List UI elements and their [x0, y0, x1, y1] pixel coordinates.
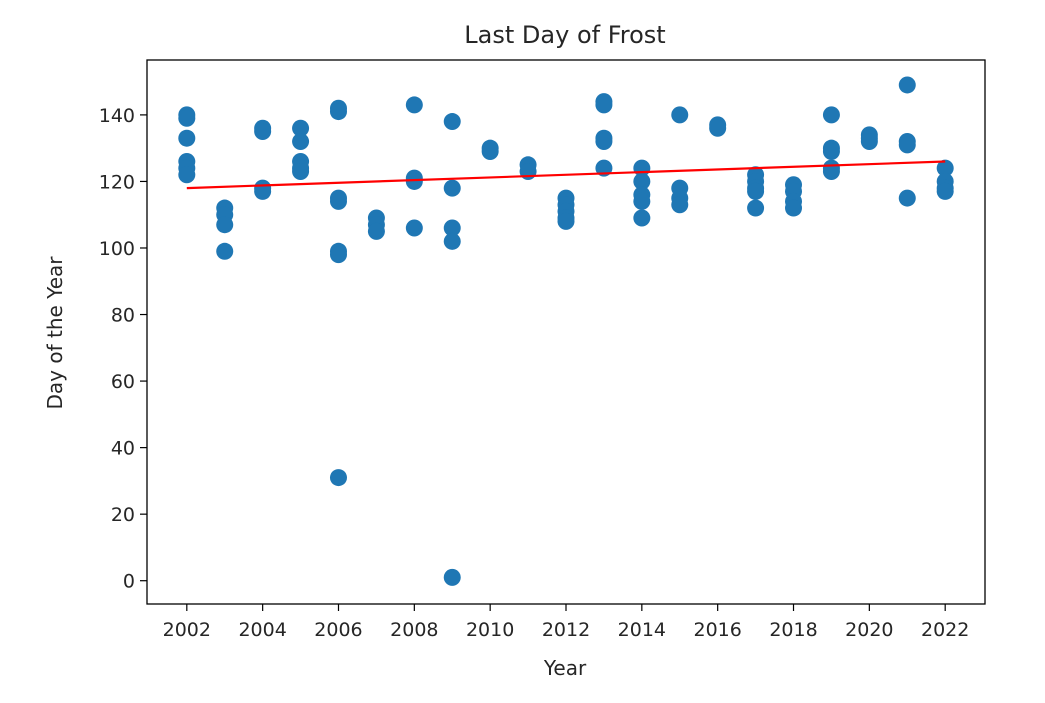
y-tick-label-0: 0	[123, 571, 135, 593]
data-point-20	[329, 103, 347, 121]
trend-line	[186, 160, 946, 190]
data-point-62	[709, 119, 727, 137]
data-point-67	[747, 199, 765, 217]
plot-area: 2002 2004 2006 2008 2010 2012 2014 2016 2018 2020…	[99, 59, 986, 641]
data-point-34	[443, 179, 461, 197]
data-point-5	[178, 166, 196, 184]
data-point-29	[405, 96, 423, 114]
data-point-39	[481, 143, 499, 160]
data-point-72	[822, 106, 840, 124]
data-point-83	[898, 189, 916, 207]
y-tick-label-80: 80	[111, 305, 135, 327]
data-point-1	[178, 109, 196, 127]
x-tick-label-2016: 2016	[693, 619, 741, 641]
data-point-37	[443, 568, 461, 586]
x-tick-label-2014: 2014	[618, 619, 666, 641]
data-point-14	[292, 119, 310, 137]
y-axis-label: Day of the Year	[43, 256, 67, 410]
data-point-36	[443, 232, 461, 250]
x-tick-label-2008: 2008	[390, 619, 438, 641]
x-tick-label-2022: 2022	[921, 619, 969, 641]
data-point-55	[633, 192, 651, 210]
x-axis-label: Year	[543, 656, 587, 680]
data-point-53	[633, 172, 651, 190]
axes-frame	[146, 59, 986, 605]
data-point-56	[633, 209, 651, 227]
data-point-50	[595, 133, 613, 151]
data-point-33	[443, 113, 461, 131]
data-point-2	[178, 129, 196, 147]
chart-title: Last Day of Frost	[464, 21, 665, 49]
data-point-9	[216, 242, 234, 260]
data-point-25	[329, 469, 347, 487]
data-point-15	[292, 133, 310, 151]
data-point-24	[329, 246, 347, 264]
y-tick-label-100: 100	[99, 238, 135, 260]
y-tick-label-140: 140	[99, 105, 135, 127]
data-point-18	[292, 162, 310, 180]
x-tick-label-2018: 2018	[769, 619, 817, 641]
x-tick-label-2012: 2012	[542, 619, 590, 641]
x-tick-label-2004: 2004	[238, 619, 286, 641]
data-point-76	[822, 162, 840, 180]
data-point-48	[595, 96, 613, 114]
data-point-11	[254, 123, 272, 141]
data-point-66	[747, 182, 765, 200]
data-point-22	[329, 192, 347, 210]
y-tick-label-60: 60	[111, 371, 135, 393]
data-point-71	[785, 199, 803, 217]
y-tick-label-20: 20	[111, 504, 135, 526]
data-point-13	[254, 182, 272, 200]
x-tick-label-2020: 2020	[845, 619, 893, 641]
data-point-28	[367, 222, 385, 240]
data-point-79	[860, 133, 878, 151]
data-point-46	[557, 212, 575, 230]
x-tick-label-2002: 2002	[163, 619, 211, 641]
x-tick-label-2006: 2006	[314, 619, 362, 641]
data-point-57	[671, 106, 689, 124]
x-tick-label-2010: 2010	[466, 619, 514, 641]
data-point-32	[405, 219, 423, 237]
data-point-74	[822, 143, 840, 160]
data-point-60	[671, 196, 689, 214]
data-point-87	[936, 182, 954, 200]
y-tick-label-40: 40	[111, 438, 135, 460]
data-point-84	[936, 159, 954, 177]
data-point-31	[405, 172, 423, 190]
data-point-82	[898, 136, 916, 154]
y-tick-label-120: 120	[99, 171, 135, 193]
data-point-8	[216, 216, 234, 234]
data-point-80	[898, 76, 916, 94]
data-point-35	[443, 219, 461, 237]
